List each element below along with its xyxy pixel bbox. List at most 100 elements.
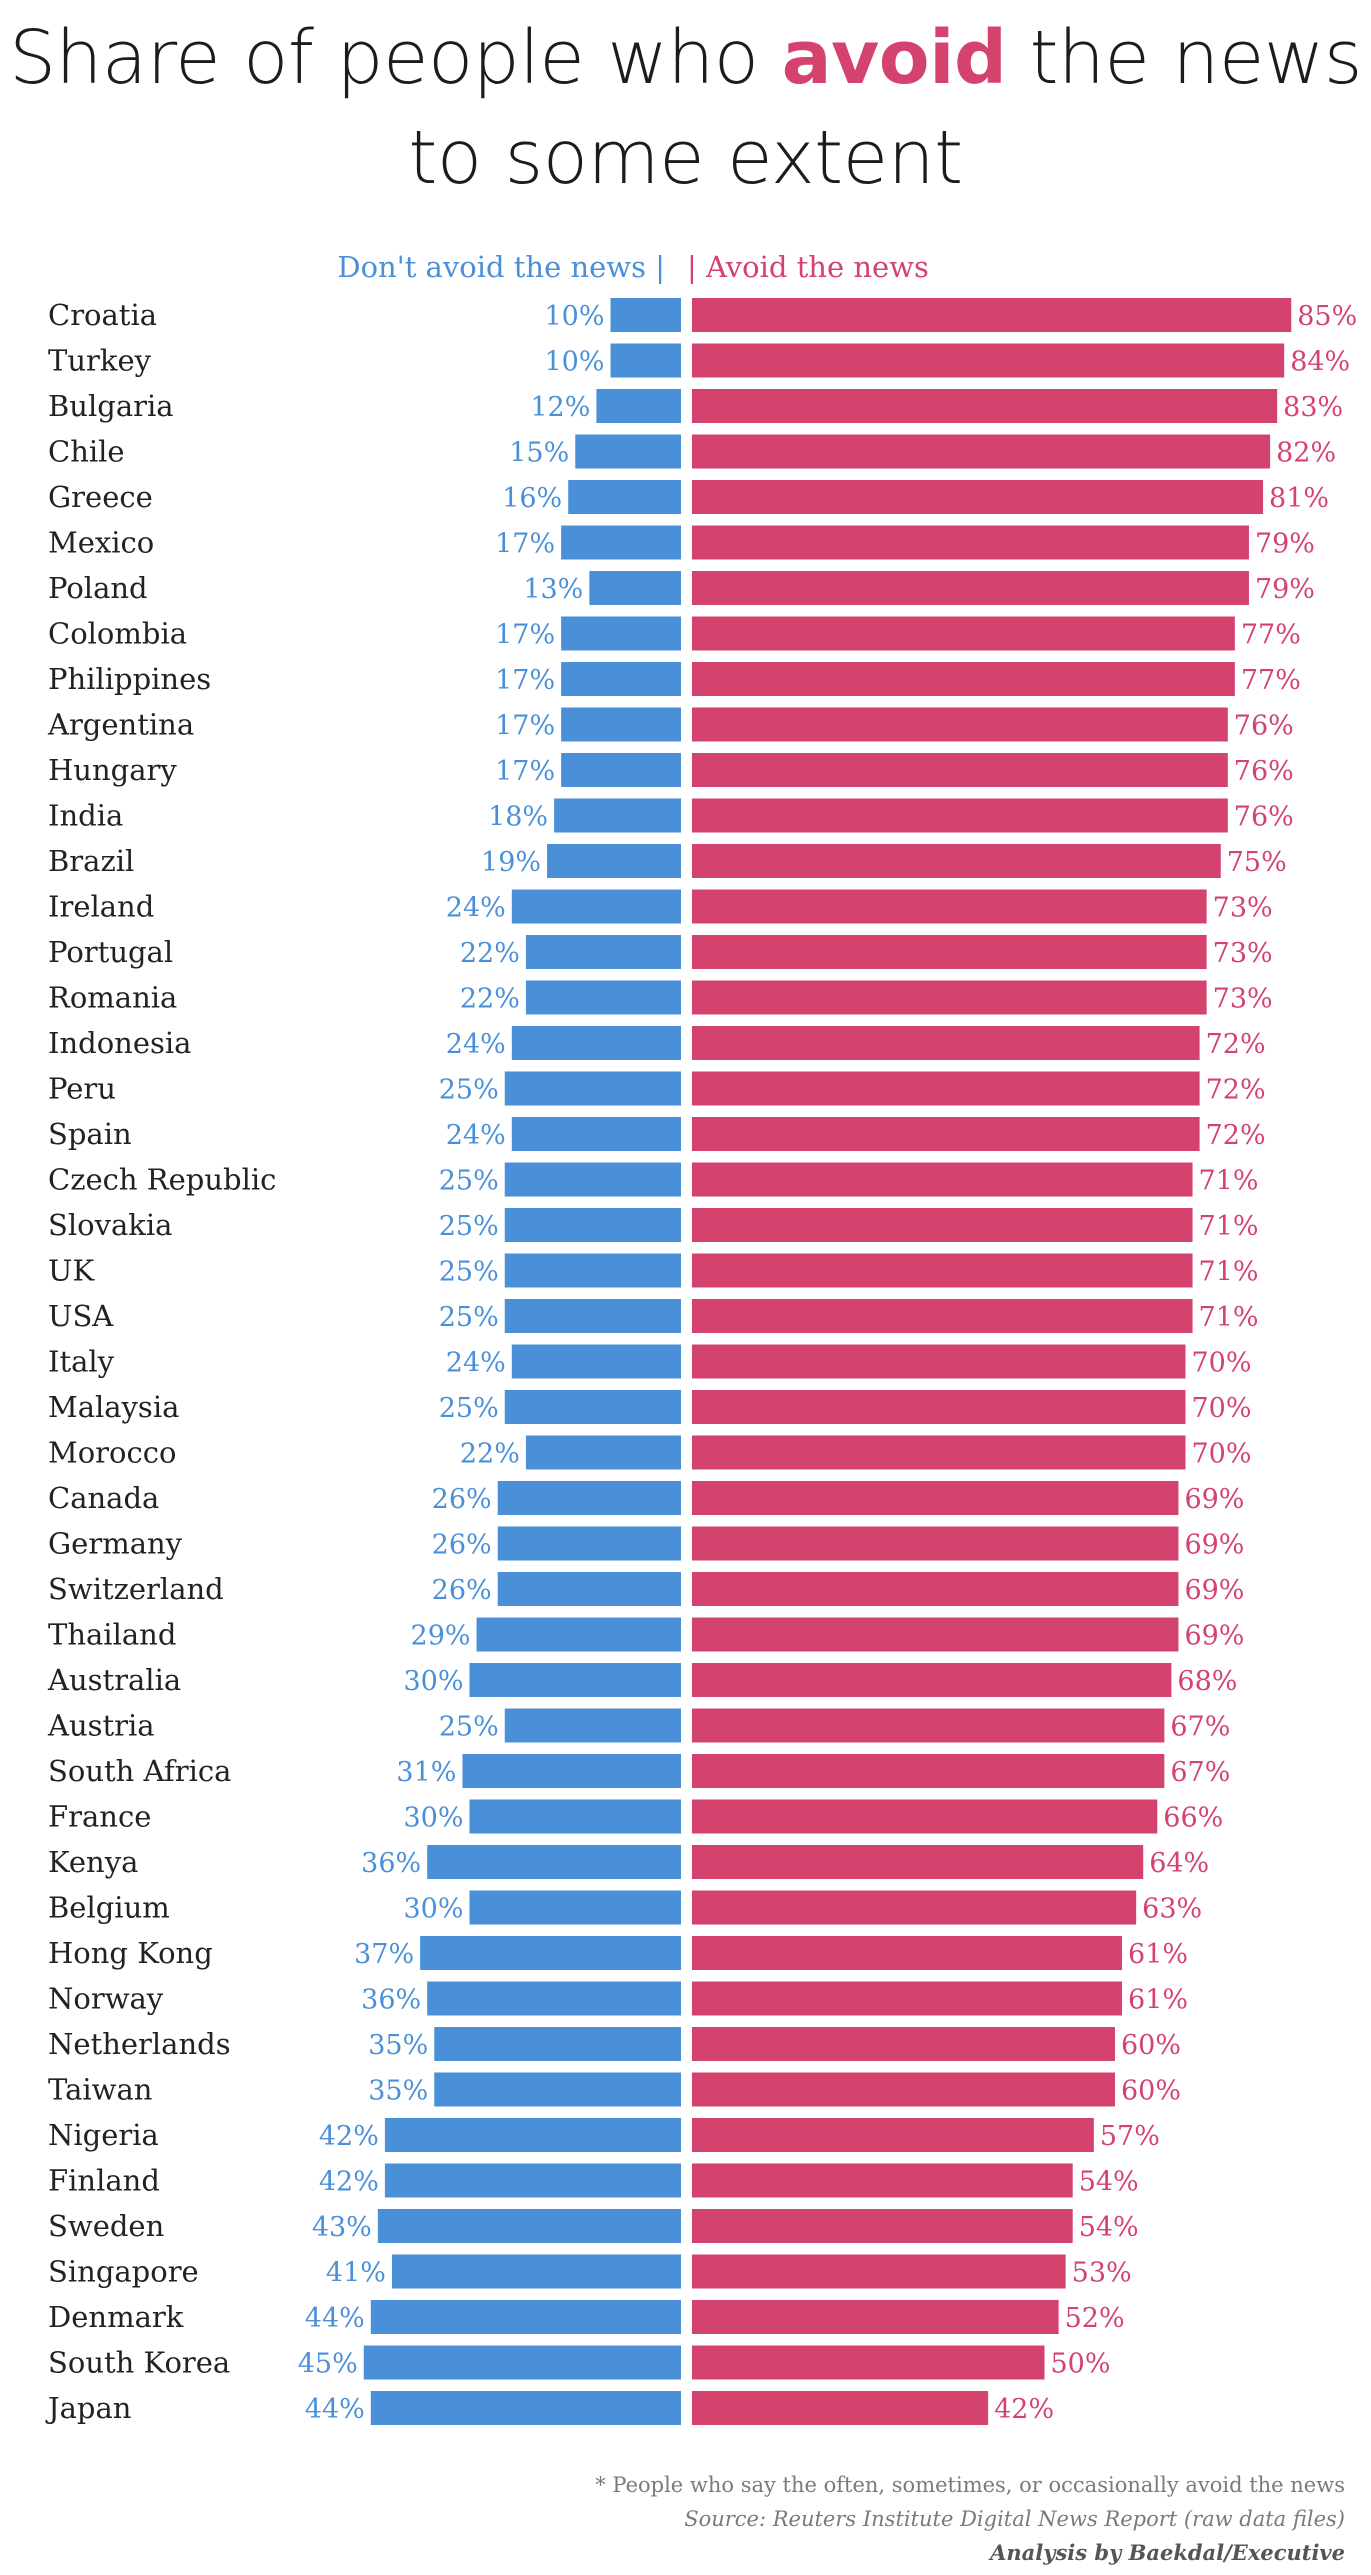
bar-dont-avoid (525, 980, 681, 1015)
value-avoid: 76% (1234, 802, 1294, 833)
value-avoid: 69% (1184, 1530, 1244, 1561)
value-avoid: 70% (1192, 1348, 1252, 1379)
title-line-2: to some extent (408, 115, 963, 201)
bar-avoid (692, 480, 1264, 514)
bar-avoid (692, 2118, 1094, 2152)
country-label: South Korea (48, 2346, 230, 2380)
country-label: Netherlands (48, 2027, 231, 2061)
bar-dont-avoid (596, 389, 681, 423)
value-avoid: 57% (1100, 2121, 1160, 2152)
country-label: Czech Republic (48, 1163, 276, 1197)
value-dont-avoid: 37% (354, 1939, 414, 1970)
country-label: Malaysia (48, 1390, 179, 1424)
country-label: Slovakia (48, 1208, 172, 1242)
bar-dont-avoid (504, 1253, 681, 1288)
value-avoid: 42% (994, 2394, 1054, 2425)
value-dont-avoid: 12% (530, 392, 590, 423)
country-label: Japan (45, 2391, 131, 2425)
bar-dont-avoid (589, 571, 681, 605)
value-avoid: 60% (1121, 2076, 1181, 2107)
value-avoid: 73% (1213, 938, 1273, 969)
value-dont-avoid: 29% (411, 1621, 471, 1652)
bar-dont-avoid (525, 935, 681, 969)
value-avoid: 66% (1163, 1803, 1223, 1834)
bar-dont-avoid (370, 2300, 681, 2334)
value-avoid: 70% (1192, 1393, 1252, 1424)
value-dont-avoid: 24% (446, 1120, 506, 1151)
country-label: India (48, 799, 123, 833)
value-dont-avoid: 25% (439, 1712, 499, 1743)
country-label: Peru (48, 1072, 116, 1106)
value-dont-avoid: 44% (305, 2303, 365, 2334)
value-avoid: 53% (1072, 2258, 1132, 2289)
value-dont-avoid: 17% (495, 665, 555, 696)
value-dont-avoid: 43% (312, 2212, 372, 2243)
country-label: Bulgaria (48, 389, 174, 423)
bar-dont-avoid (497, 1481, 681, 1515)
country-label: Taiwan (48, 2073, 152, 2107)
value-avoid: 67% (1170, 1757, 1230, 1788)
bar-dont-avoid (497, 1572, 681, 1606)
bar-avoid (692, 1344, 1186, 1379)
country-label: Sweden (48, 2209, 164, 2243)
country-label: Portugal (48, 935, 173, 969)
country-label: Denmark (48, 2300, 184, 2334)
value-avoid: 82% (1276, 438, 1336, 469)
value-dont-avoid: 42% (319, 2121, 379, 2152)
bar-avoid (692, 389, 1278, 423)
value-avoid: 77% (1241, 620, 1301, 651)
bar-dont-avoid (370, 2391, 681, 2425)
bar-avoid (692, 2391, 989, 2425)
bar-dont-avoid (497, 1526, 681, 1561)
country-label: Canada (48, 1481, 159, 1515)
bar-dont-avoid (504, 1708, 681, 1743)
country-label: Chile (48, 435, 125, 469)
country-label: Germany (48, 1527, 183, 1561)
bar-dont-avoid (476, 1617, 681, 1652)
bar-avoid (692, 1390, 1186, 1424)
value-avoid: 73% (1213, 893, 1273, 924)
value-dont-avoid: 10% (544, 347, 604, 378)
value-avoid: 63% (1142, 1894, 1202, 1925)
country-label: Turkey (48, 344, 152, 378)
bar-avoid (692, 1845, 1144, 1879)
value-dont-avoid: 18% (488, 802, 548, 833)
country-label: Hong Kong (48, 1936, 213, 1970)
country-label: Philippines (48, 662, 211, 696)
bar-dont-avoid (427, 1845, 681, 1879)
value-avoid: 81% (1269, 483, 1329, 514)
value-avoid: 68% (1177, 1666, 1237, 1697)
bar-dont-avoid (547, 844, 681, 878)
bar-avoid (692, 343, 1285, 378)
value-dont-avoid: 17% (495, 711, 555, 742)
bar-avoid (692, 1663, 1172, 1697)
value-dont-avoid: 13% (523, 574, 583, 605)
value-avoid: 79% (1255, 529, 1315, 560)
country-label: Hungary (48, 753, 177, 787)
value-dont-avoid: 19% (481, 847, 541, 878)
bar-avoid (692, 2345, 1045, 2380)
value-avoid: 69% (1184, 1621, 1244, 1652)
chart-title: Share of people who avoid the news to so… (0, 8, 1371, 208)
country-label: Belgium (48, 1891, 170, 1925)
bar-avoid (692, 1981, 1123, 2016)
value-dont-avoid: 35% (368, 2076, 428, 2107)
chart-rows: Croatia 10% 85% Turkey 10% 84% Bulgaria 12% 83% C… (45, 298, 1357, 2425)
bar-avoid (692, 1572, 1179, 1606)
bar-dont-avoid (511, 1117, 681, 1151)
legend-avoid: | Avoid the news (687, 250, 929, 284)
country-label: Spain (48, 1117, 132, 1151)
bar-avoid (692, 753, 1228, 787)
bar-avoid (692, 1799, 1158, 1834)
country-label: Norway (48, 1982, 164, 2016)
value-dont-avoid: 22% (460, 1439, 520, 1470)
bar-avoid (692, 935, 1207, 969)
bar-dont-avoid (504, 1299, 681, 1333)
bar-dont-avoid (561, 707, 681, 742)
bar-dont-avoid (568, 480, 681, 514)
bar-dont-avoid (511, 1344, 681, 1379)
value-dont-avoid: 26% (432, 1530, 492, 1561)
bar-avoid (692, 1117, 1200, 1151)
title-emphasis: avoid (781, 15, 1007, 101)
value-avoid: 61% (1128, 1985, 1188, 2016)
